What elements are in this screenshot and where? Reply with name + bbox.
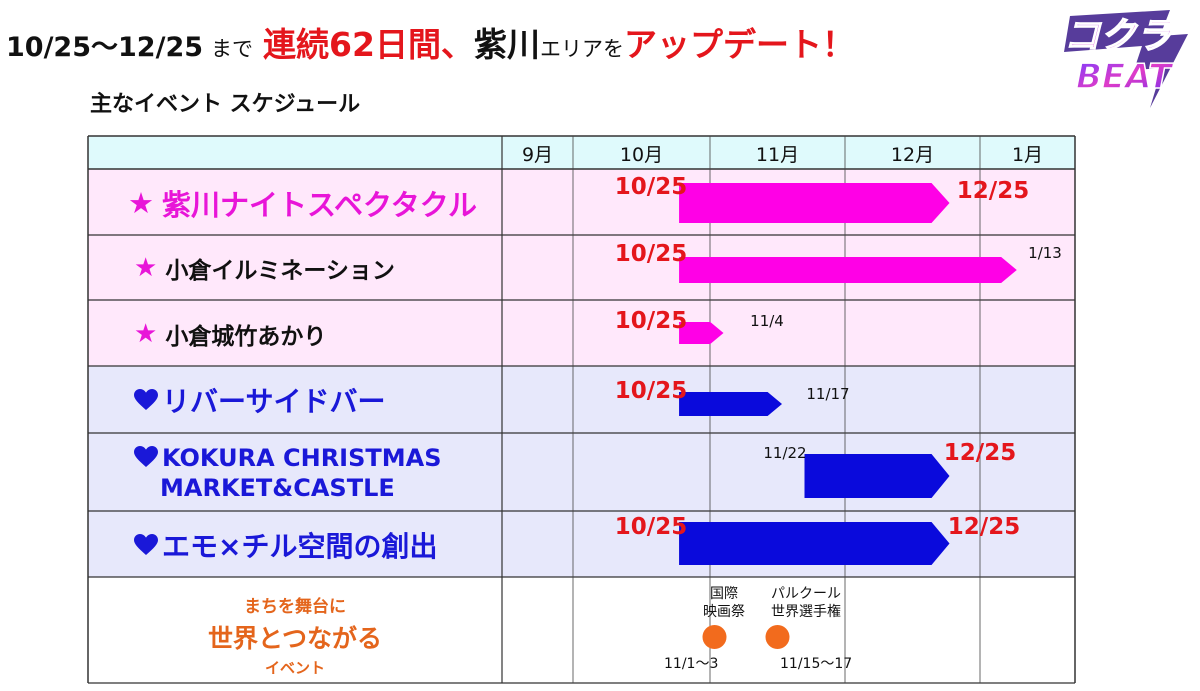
world-label-line3: イベント xyxy=(264,659,325,677)
month-label: 9月 xyxy=(522,144,553,166)
month-label: 12月 xyxy=(891,144,934,166)
row-bg xyxy=(88,577,1075,683)
bar-start-label: 10/25 xyxy=(615,241,687,267)
bar-start-label: 10/25 xyxy=(615,514,687,540)
bar-end-label: 11/4 xyxy=(750,312,784,330)
event-name: 紫川ナイトスペクタクル xyxy=(162,187,477,222)
bar-end-label: 12/25 xyxy=(944,440,1016,466)
event-name-line1: KOKURA CHRISTMAS xyxy=(162,443,442,472)
event-bar xyxy=(679,322,724,344)
logo-line2: BEAT xyxy=(1076,57,1174,97)
event-name-line2: MARKET&CASTLE xyxy=(160,473,395,502)
kokura-beat-logo: コクラ BEAT xyxy=(1063,10,1188,108)
schedule-subtitle: 主なイベント スケジュール xyxy=(90,92,361,117)
row-bg xyxy=(88,300,1075,366)
event-name: 小倉城竹あかり xyxy=(165,323,327,350)
headline-continuous: 連続62日間、 xyxy=(263,25,474,64)
parkour-date: 11/15〜17 xyxy=(780,656,853,672)
parkour-championship-name: パルクール 世界選手権 xyxy=(758,585,854,621)
event-label-shikawa-night: ★ 紫川ナイトスペクタクル xyxy=(88,170,542,235)
bar-start-label: 11/22 xyxy=(763,444,806,462)
header-row-bg xyxy=(88,136,1075,169)
star-icon: ★ xyxy=(134,253,158,283)
star-icon: ★ xyxy=(134,318,158,349)
bar-end-label: 12/25 xyxy=(957,178,1029,204)
film-festival-date: 11/1〜3 xyxy=(664,656,719,672)
event-bar xyxy=(679,257,1017,283)
row-bg xyxy=(88,366,1075,433)
bar-start-label: 10/25 xyxy=(615,378,687,404)
event-label-takeakari: ★ 小倉城竹あかり xyxy=(88,301,548,366)
logo-line1: コクラ xyxy=(1064,16,1173,57)
heart-icon xyxy=(134,533,158,556)
headline: 10/25〜12/25 まで 連続62日間、 紫川 エリアを アップデート！ xyxy=(6,18,855,66)
event-name: リバーサイドバー xyxy=(162,385,386,418)
bar-end-label: 11/17 xyxy=(806,385,849,403)
headline-area-suffix: エリアを xyxy=(539,37,624,61)
world-label-line1: まちを舞台に xyxy=(244,597,346,617)
film-festival-name: 国際 映画祭 xyxy=(694,585,754,621)
bar-start-label: 10/25 xyxy=(615,174,687,200)
event-label-christmas-market: KOKURA CHRISTMAS MARKET&CASTLE xyxy=(88,434,548,511)
parkour-name-line1: パルクール xyxy=(771,586,841,602)
event-label-emo-chill: エモ×チル空間の創出 xyxy=(88,512,548,577)
month-label: 1月 xyxy=(1012,144,1043,166)
film-festival-name-line1: 国際 xyxy=(710,586,738,602)
event-label-riverside-bar: リバーサイドバー xyxy=(88,367,548,433)
event-name: エモ×チル空間の創出 xyxy=(162,529,438,563)
event-label-illumination: ★ 小倉イルミネーション xyxy=(88,236,548,300)
headline-made: まで xyxy=(211,37,254,61)
bar-end-label: 1/13 xyxy=(1028,244,1062,262)
event-bar xyxy=(804,454,950,498)
month-label: 10月 xyxy=(620,144,663,166)
world-event-dot xyxy=(702,625,727,649)
headline-date-range: 10/25〜12/25 xyxy=(6,32,204,63)
headline-area: 紫川 xyxy=(473,25,540,64)
star-icon: ★ xyxy=(128,185,154,220)
headline-update: アップデート！ xyxy=(623,25,855,64)
bar-end-label: 12/25 xyxy=(948,514,1020,540)
event-bar xyxy=(679,183,950,223)
parkour-name-line2: 世界選手権 xyxy=(771,604,841,620)
event-name: 小倉イルミネーション xyxy=(165,258,395,284)
bar-start-label: 10/25 xyxy=(615,308,687,334)
heart-icon xyxy=(134,389,158,411)
month-label: 11月 xyxy=(756,144,799,166)
world-events-label: まちを舞台に 世界とつながる イベント xyxy=(88,592,502,678)
film-festival-name-line2: 映画祭 xyxy=(703,604,745,620)
world-event-dot xyxy=(765,625,790,649)
event-bar xyxy=(679,522,950,565)
heart-icon xyxy=(134,445,158,468)
event-bar xyxy=(679,392,782,416)
world-label-line2: 世界とつながる xyxy=(207,624,382,653)
